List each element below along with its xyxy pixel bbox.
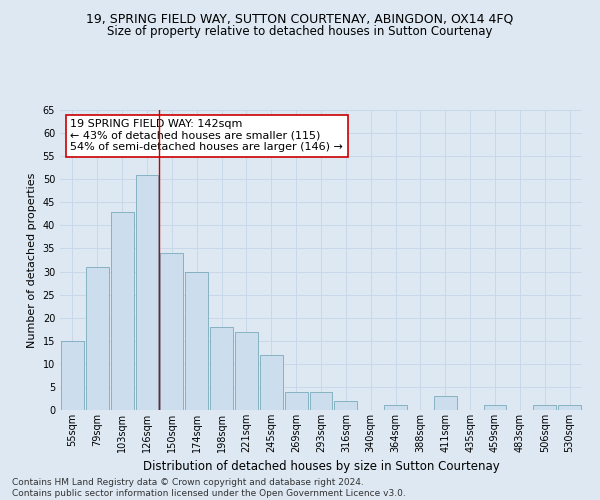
Bar	[86, 267, 109, 410]
Bar	[533, 406, 556, 410]
Bar	[185, 272, 208, 410]
Bar	[310, 392, 332, 410]
Bar	[558, 406, 581, 410]
Bar	[210, 327, 233, 410]
Bar	[484, 406, 506, 410]
Text: Contains HM Land Registry data © Crown copyright and database right 2024.
Contai: Contains HM Land Registry data © Crown c…	[12, 478, 406, 498]
Bar	[235, 332, 258, 410]
Bar	[285, 392, 308, 410]
Bar	[61, 341, 84, 410]
Bar	[260, 354, 283, 410]
Bar	[160, 253, 183, 410]
Bar	[111, 212, 134, 410]
Text: Size of property relative to detached houses in Sutton Courtenay: Size of property relative to detached ho…	[107, 25, 493, 38]
Text: 19 SPRING FIELD WAY: 142sqm
← 43% of detached houses are smaller (115)
54% of se: 19 SPRING FIELD WAY: 142sqm ← 43% of det…	[70, 119, 343, 152]
X-axis label: Distribution of detached houses by size in Sutton Courtenay: Distribution of detached houses by size …	[143, 460, 499, 473]
Y-axis label: Number of detached properties: Number of detached properties	[27, 172, 37, 348]
Bar	[434, 396, 457, 410]
Bar	[136, 174, 158, 410]
Bar	[384, 406, 407, 410]
Bar	[334, 401, 357, 410]
Text: 19, SPRING FIELD WAY, SUTTON COURTENAY, ABINGDON, OX14 4FQ: 19, SPRING FIELD WAY, SUTTON COURTENAY, …	[86, 12, 514, 26]
